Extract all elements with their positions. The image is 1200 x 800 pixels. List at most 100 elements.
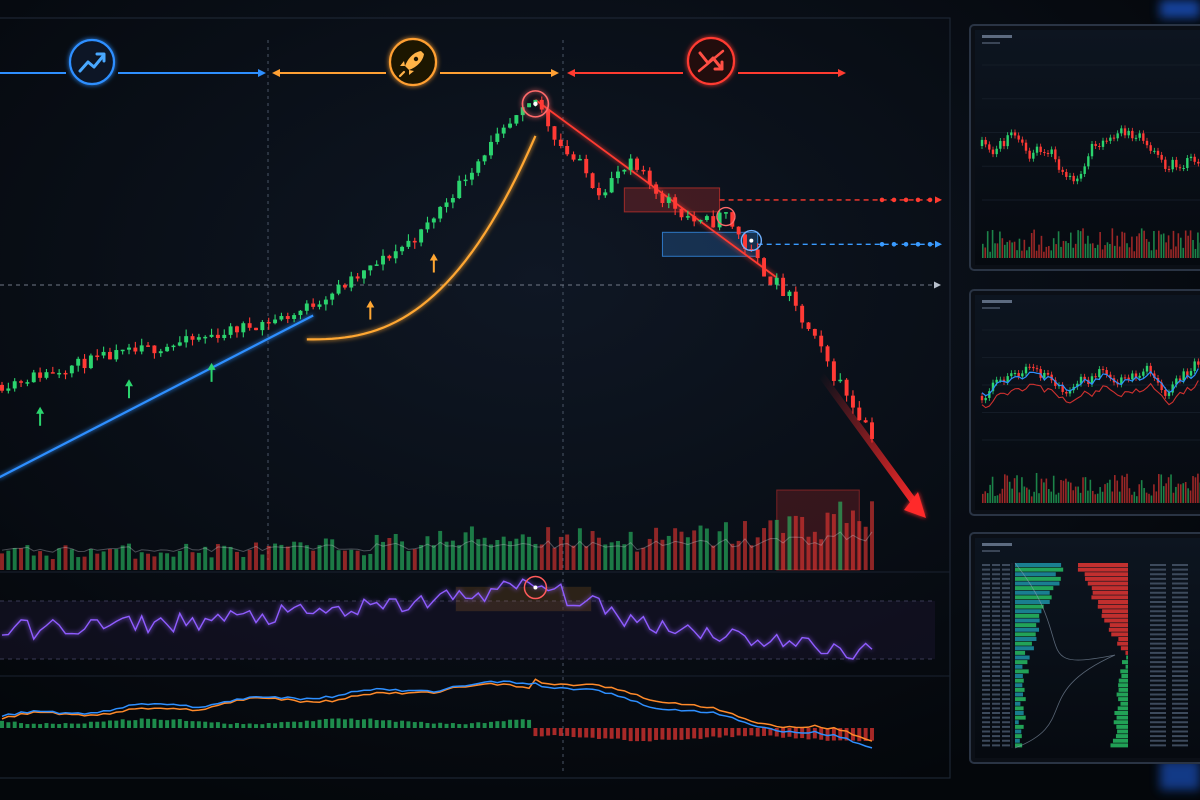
candle <box>692 211 697 227</box>
volume-bar <box>450 540 455 570</box>
mini-volume-bar <box>1118 246 1121 258</box>
candle-body <box>19 381 24 383</box>
depth-price-label <box>992 675 1000 677</box>
depth-size-label <box>1172 642 1188 645</box>
depth-price-label <box>1002 707 1010 710</box>
volume-bar <box>241 556 246 570</box>
candle <box>196 333 201 342</box>
mini-volume-bar <box>1008 240 1011 258</box>
mini-volume-bar <box>1131 494 1133 503</box>
mini-volume-bar <box>1065 241 1067 258</box>
mini-volume-bar <box>1133 491 1136 503</box>
volume-bar <box>152 556 157 570</box>
support-arrowhead <box>935 240 942 248</box>
macd-histogram-bar <box>336 718 341 728</box>
mini-candle-body <box>1017 135 1020 140</box>
depth-ask-bar <box>1104 618 1128 623</box>
candle <box>514 114 519 126</box>
mini-volume-bar <box>1189 230 1192 258</box>
mini-volume-bar <box>1177 483 1180 503</box>
depth-price-label <box>1002 656 1010 659</box>
volume-bar <box>457 545 462 570</box>
depth-price-label <box>1002 693 1010 696</box>
candle <box>215 328 220 343</box>
candle-body <box>781 277 786 297</box>
mini-volume-bar <box>1023 239 1026 258</box>
candle <box>412 237 417 249</box>
candle <box>476 159 481 177</box>
volume-bar <box>234 551 239 570</box>
depth-price-label <box>1002 661 1010 664</box>
depth-size-label <box>1172 716 1188 719</box>
depth-price-label <box>1002 619 1010 622</box>
mini-volume-bar <box>1123 232 1126 258</box>
volume-bar <box>292 541 297 570</box>
depth-ask-bar <box>1121 674 1128 678</box>
candle-body <box>762 258 767 277</box>
candle-body <box>812 328 817 336</box>
mini-volume-bar <box>1121 475 1123 503</box>
volume-bar <box>146 553 151 570</box>
candle <box>323 296 328 311</box>
mini-volume-bar <box>1099 487 1101 503</box>
macd-histogram-bar <box>63 723 68 728</box>
depth-price-label <box>982 730 990 733</box>
depth-size-label <box>1172 619 1188 622</box>
candle-body <box>323 299 328 305</box>
macd-histogram-bar <box>438 722 443 728</box>
mini-candle-body <box>1046 152 1050 155</box>
candle <box>609 171 614 194</box>
depth-bid-bar <box>1015 590 1050 595</box>
candle <box>222 329 227 341</box>
mini-candle-body <box>1010 132 1013 136</box>
mini-candle-body <box>1101 140 1105 147</box>
mini-volume-bar <box>1089 479 1092 503</box>
mini-volume-bar <box>1121 231 1123 258</box>
macd-histogram-bar <box>171 719 176 728</box>
depth-size-label <box>1172 568 1188 571</box>
depth-price-label <box>1002 624 1010 627</box>
depth-size-label <box>1150 633 1166 636</box>
mini-volume-bar <box>1043 482 1045 503</box>
macd-signal-line <box>1 678 873 742</box>
candle-body <box>165 346 170 352</box>
mini-volume-bar <box>1111 491 1114 503</box>
depth-bid-bar <box>1015 687 1025 692</box>
mini-candle-body <box>1171 159 1174 170</box>
volume-bar <box>336 550 341 570</box>
volume-bar <box>635 551 640 570</box>
support-break-marker <box>740 229 763 252</box>
depth-size-label <box>1150 739 1166 742</box>
macd-histogram-bar <box>654 728 659 740</box>
candle <box>146 342 151 348</box>
depth-ask-bar <box>1116 724 1128 729</box>
depth-price-label <box>1002 716 1010 719</box>
candle <box>228 323 233 339</box>
candle <box>38 367 43 382</box>
volume-bar <box>177 550 182 570</box>
depth-size-label <box>1150 591 1166 594</box>
candle-body <box>127 347 131 350</box>
volume-bar <box>774 519 779 570</box>
depth-ask-bar <box>1115 734 1128 739</box>
mini-volume-bar <box>1175 486 1177 503</box>
depth-price-label <box>982 624 990 627</box>
trend-up-icon <box>68 38 116 86</box>
macd-histogram-bar <box>158 719 163 728</box>
candle-body <box>749 248 754 251</box>
macd-histogram-bar <box>704 728 709 738</box>
volume-bar <box>120 545 125 570</box>
depth-price-label <box>992 684 1000 687</box>
mini-candle-body <box>1109 137 1112 141</box>
depth-price-label <box>982 675 990 677</box>
volume-bar <box>863 526 868 570</box>
depth-size-label <box>1150 684 1166 687</box>
candle-body <box>774 277 779 285</box>
depth-price-label <box>1002 564 1010 566</box>
candle <box>292 313 297 323</box>
candle-body <box>387 255 392 259</box>
candle-body <box>38 372 43 378</box>
candle <box>336 279 341 296</box>
depth-size-label <box>1172 721 1188 724</box>
mini-candle-body <box>984 397 987 401</box>
